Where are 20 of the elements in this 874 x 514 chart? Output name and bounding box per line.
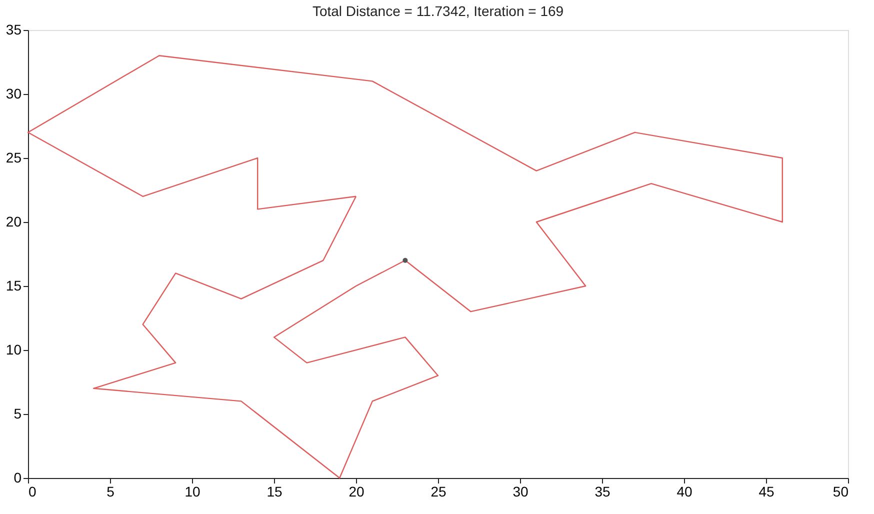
y-tick-label: 10 [6,342,22,358]
x-tick-label: 20 [348,484,364,500]
x-tick-label: 40 [676,484,692,500]
y-tick-label: 35 [6,22,22,38]
x-tick-label: 10 [184,484,200,500]
x-tick-label: 35 [594,484,610,500]
y-tick-label: 20 [6,214,22,230]
x-tick-label: 30 [512,484,528,500]
y-tick-label: 5 [14,406,22,422]
y-tick-label: 0 [14,470,22,486]
chart-title: Total Distance = 11.7342, Iteration = 169 [312,3,564,19]
y-tick-label: 25 [6,150,22,166]
x-tick-label: 50 [832,484,849,500]
x-tick-label: 25 [430,484,446,500]
y-tick-label: 30 [6,86,22,102]
x-tick-label: 0 [28,484,36,500]
x-tick-label: 5 [106,484,115,500]
y-tick-label: 15 [6,278,22,294]
x-tick-label: 15 [266,484,282,500]
x-tick-label: 45 [758,484,774,500]
